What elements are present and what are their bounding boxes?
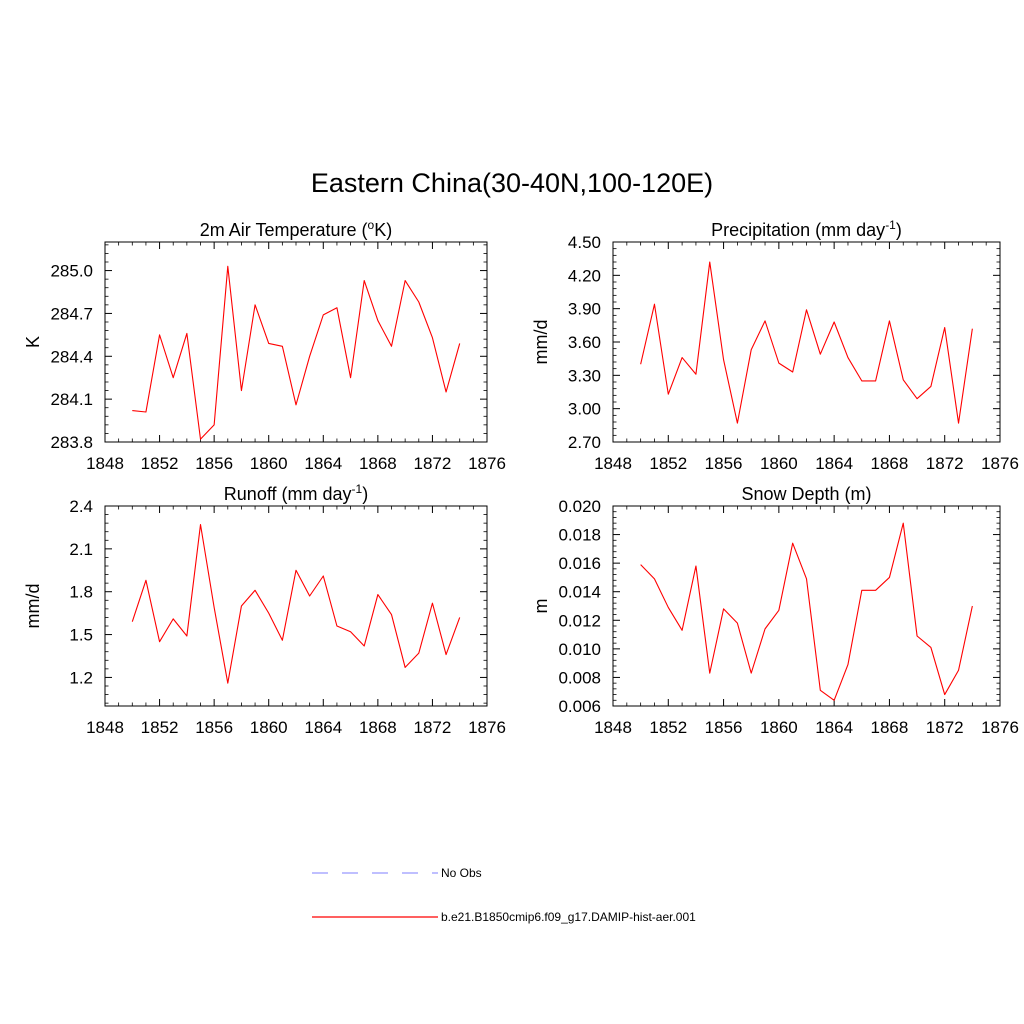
panel-air-temperature: 1848 1852 1856 1860 1864 1868 1872 1876 283.8 284… [23, 218, 506, 473]
y-axis-label: mm/d [531, 320, 551, 365]
y-tick-label: 3.60 [568, 333, 601, 352]
x-tick-label: 1872 [926, 454, 964, 473]
y-tick-label: 3.90 [568, 300, 601, 319]
y-tick-label: 0.008 [558, 668, 601, 687]
y-tick-label: 283.8 [50, 433, 93, 452]
x-tick-label: 1872 [414, 718, 452, 737]
y-tick-label: 2.1 [69, 540, 93, 559]
series-line-runoff [131, 524, 461, 684]
panel-title-main: Precipitation (mm day [711, 220, 885, 240]
y-tick-label: 3.30 [568, 366, 601, 385]
figure-title: Eastern China(30-40N,100-120E) [310, 168, 714, 198]
y-axis-label: K [23, 336, 43, 348]
panel-title-superscript: o [368, 218, 375, 232]
x-tick-label: 1872 [926, 718, 964, 737]
y-tick-label: 284.7 [50, 304, 93, 323]
series-line-precipitation [640, 261, 973, 424]
y-tick-label: 2.4 [69, 497, 93, 516]
panel-precipitation: 1848 1852 1856 1860 1864 1868 1872 1876 2.70 3.00… [531, 218, 1019, 473]
x-tick-label: 1864 [815, 454, 853, 473]
x-tick-label: 1856 [705, 718, 743, 737]
x-tick-label: 1876 [981, 454, 1019, 473]
y-tick-label: 0.012 [558, 611, 601, 630]
panel-snow-depth: 1848 1852 1856 1860 1864 1868 1872 1876 0.006 0.0… [531, 484, 1019, 737]
x-tick-label: 1860 [250, 718, 288, 737]
y-tick-label: 0.016 [558, 554, 601, 573]
panel-title-main: Runoff (mm day [224, 484, 352, 504]
series-line-snow-depth [640, 522, 973, 701]
y-tick-label: 0.014 [558, 583, 601, 602]
legend: No Obs b.e21.B1850cmip6.f09_g17.DAMIP-hi… [312, 866, 696, 924]
series-line-air-temperature [132, 265, 461, 440]
panel-title-tail: ) [896, 220, 902, 240]
x-tick-label: 1848 [86, 718, 124, 737]
y-tick-label: 0.018 [558, 526, 601, 545]
panel-title-tail: K) [374, 220, 392, 240]
y-tick-label: 4.50 [568, 233, 601, 252]
x-tick-label: 1868 [871, 718, 909, 737]
y-tick-label: 1.8 [69, 583, 93, 602]
panel-title-main: Snow Depth (m) [741, 484, 871, 504]
y-axis-label: m [531, 599, 551, 614]
panel-title: Precipitation (mm day-1) [711, 218, 902, 240]
x-tick-label: 1856 [195, 718, 233, 737]
y-tick-label: 0.006 [558, 697, 601, 716]
y-tick-label: 4.20 [568, 266, 601, 285]
x-tick-label: 1868 [359, 454, 397, 473]
x-tick-label: 1860 [760, 454, 798, 473]
plot-frame [612, 241, 1001, 443]
y-axis-label: mm/d [23, 584, 43, 629]
x-tick-label: 1848 [594, 454, 632, 473]
y-tick-label: 0.020 [558, 497, 601, 516]
panels: 1848 1852 1856 1860 1864 1868 1872 1876 283.8 284… [23, 218, 1019, 737]
y-tick-label: 2.70 [568, 433, 601, 452]
x-tick-label: 1868 [359, 718, 397, 737]
y-tick-label: 1.5 [69, 626, 93, 645]
plot-frame [612, 505, 1001, 707]
y-tick-label: 3.00 [568, 400, 601, 419]
panel-title-superscript: -1 [352, 482, 363, 496]
panel-title: Runoff (mm day-1) [224, 482, 368, 504]
x-tick-label: 1876 [468, 454, 506, 473]
x-tick-label: 1876 [981, 718, 1019, 737]
panel-title-main: 2m Air Temperature ( [200, 220, 368, 240]
panel-title: Snow Depth (m) [741, 484, 871, 504]
x-tick-label: 1856 [705, 454, 743, 473]
x-tick-label: 1848 [86, 454, 124, 473]
legend-label-model: b.e21.B1850cmip6.f09_g17.DAMIP-hist-aer.… [441, 910, 696, 924]
x-tick-label: 1852 [141, 718, 179, 737]
panel-title-superscript: -1 [885, 218, 896, 232]
legend-label-no-obs: No Obs [441, 866, 482, 880]
x-tick-label: 1856 [195, 454, 233, 473]
x-tick-label: 1864 [304, 454, 342, 473]
x-tick-label: 1860 [760, 718, 798, 737]
x-tick-label: 1876 [468, 718, 506, 737]
y-tick-label: 284.1 [50, 390, 93, 409]
y-tick-label: 1.2 [69, 668, 93, 687]
x-tick-label: 1864 [304, 718, 342, 737]
x-tick-label: 1860 [250, 454, 288, 473]
plot-frame [104, 505, 488, 707]
x-tick-label: 1872 [414, 454, 452, 473]
y-tick-label: 285.0 [50, 262, 93, 281]
y-tick-label: 0.010 [558, 640, 601, 659]
x-tick-label: 1868 [871, 454, 909, 473]
x-tick-label: 1852 [649, 454, 687, 473]
y-tick-label: 284.4 [50, 347, 93, 366]
panel-runoff: 1848 1852 1856 1860 1864 1868 1872 1876 1.2 1.5 1.… [23, 482, 506, 737]
x-tick-label: 1852 [141, 454, 179, 473]
x-tick-label: 1848 [594, 718, 632, 737]
panel-title-tail: ) [362, 484, 368, 504]
x-tick-label: 1852 [649, 718, 687, 737]
x-tick-label: 1864 [815, 718, 853, 737]
panel-title: 2m Air Temperature (oK) [200, 218, 392, 240]
